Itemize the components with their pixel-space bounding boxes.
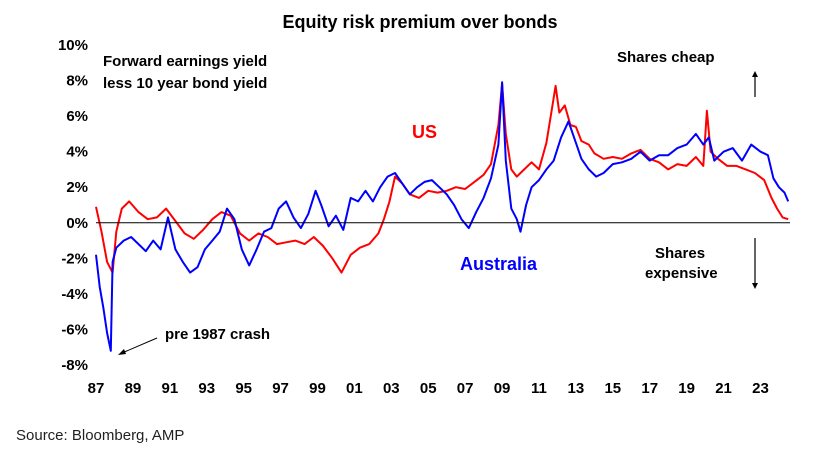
x-tick-label: 13 [568, 380, 585, 397]
y-tick-label: 0% [66, 215, 88, 232]
y-tick-label: 6% [66, 108, 88, 125]
x-tick-label: 01 [346, 380, 363, 397]
x-tick-label: 93 [198, 380, 215, 397]
x-tick-label: 15 [604, 380, 621, 397]
x-tick-label: 99 [309, 380, 326, 397]
source-note: Source: Bloomberg, AMP [16, 427, 185, 444]
x-tick-label: 05 [420, 380, 437, 397]
x-tick-label: 21 [715, 380, 732, 397]
y-tick-label: 2% [66, 179, 88, 196]
x-tick-label: 95 [235, 380, 252, 397]
y-tick-label: -2% [61, 250, 88, 267]
x-tick-label: 89 [125, 380, 142, 397]
y-tick-label: -8% [61, 357, 88, 374]
y-tick-label: 10% [58, 37, 88, 54]
x-tick-label: 97 [272, 380, 289, 397]
shares-cheap-annotation: Shares cheap [617, 49, 715, 66]
y-tick-label: -6% [61, 321, 88, 338]
crash-pointer-arrow-icon [118, 337, 158, 355]
x-tick-label: 19 [678, 380, 695, 397]
down-arrow-icon [752, 238, 758, 289]
y-tick-label: -4% [61, 286, 88, 303]
x-tick-label: 17 [641, 380, 658, 397]
y-axis-ticks: -8% -6% -4% -2% 0% 2% 4% 6% 8% 10% [58, 37, 88, 374]
equity-risk-premium-chart: Equity risk premium over bonds Forward e… [58, 12, 790, 397]
x-axis-ticks: 87 89 91 93 95 97 99 01 03 05 07 09 11 13 15 17 19 21 23 [88, 380, 769, 397]
us-series-label: US [412, 122, 437, 142]
x-tick-label: 23 [752, 380, 769, 397]
y-tick-label: 8% [66, 73, 88, 90]
x-tick-label: 09 [494, 380, 511, 397]
chart-title: Equity risk premium over bonds [282, 12, 557, 32]
us-series-line [95, 83, 789, 274]
australia-series-label: Australia [460, 254, 538, 274]
shares-expensive-annotation-line-2: expensive [645, 265, 718, 282]
australia-series-line [95, 81, 790, 352]
up-arrow-icon [752, 71, 758, 97]
series-lines [95, 81, 790, 352]
chart-subtitle-line-1: Forward earnings yield [103, 53, 267, 70]
x-tick-label: 87 [88, 380, 105, 397]
crash-annotation: pre 1987 crash [165, 326, 270, 343]
x-tick-label: 11 [531, 380, 547, 397]
y-tick-label: 4% [66, 144, 88, 161]
x-tick-label: 07 [457, 380, 474, 397]
x-tick-label: 91 [161, 380, 178, 397]
shares-expensive-annotation-line-1: Shares [655, 245, 705, 262]
x-tick-label: 03 [383, 380, 400, 397]
chart-subtitle-line-2: less 10 year bond yield [103, 75, 267, 92]
